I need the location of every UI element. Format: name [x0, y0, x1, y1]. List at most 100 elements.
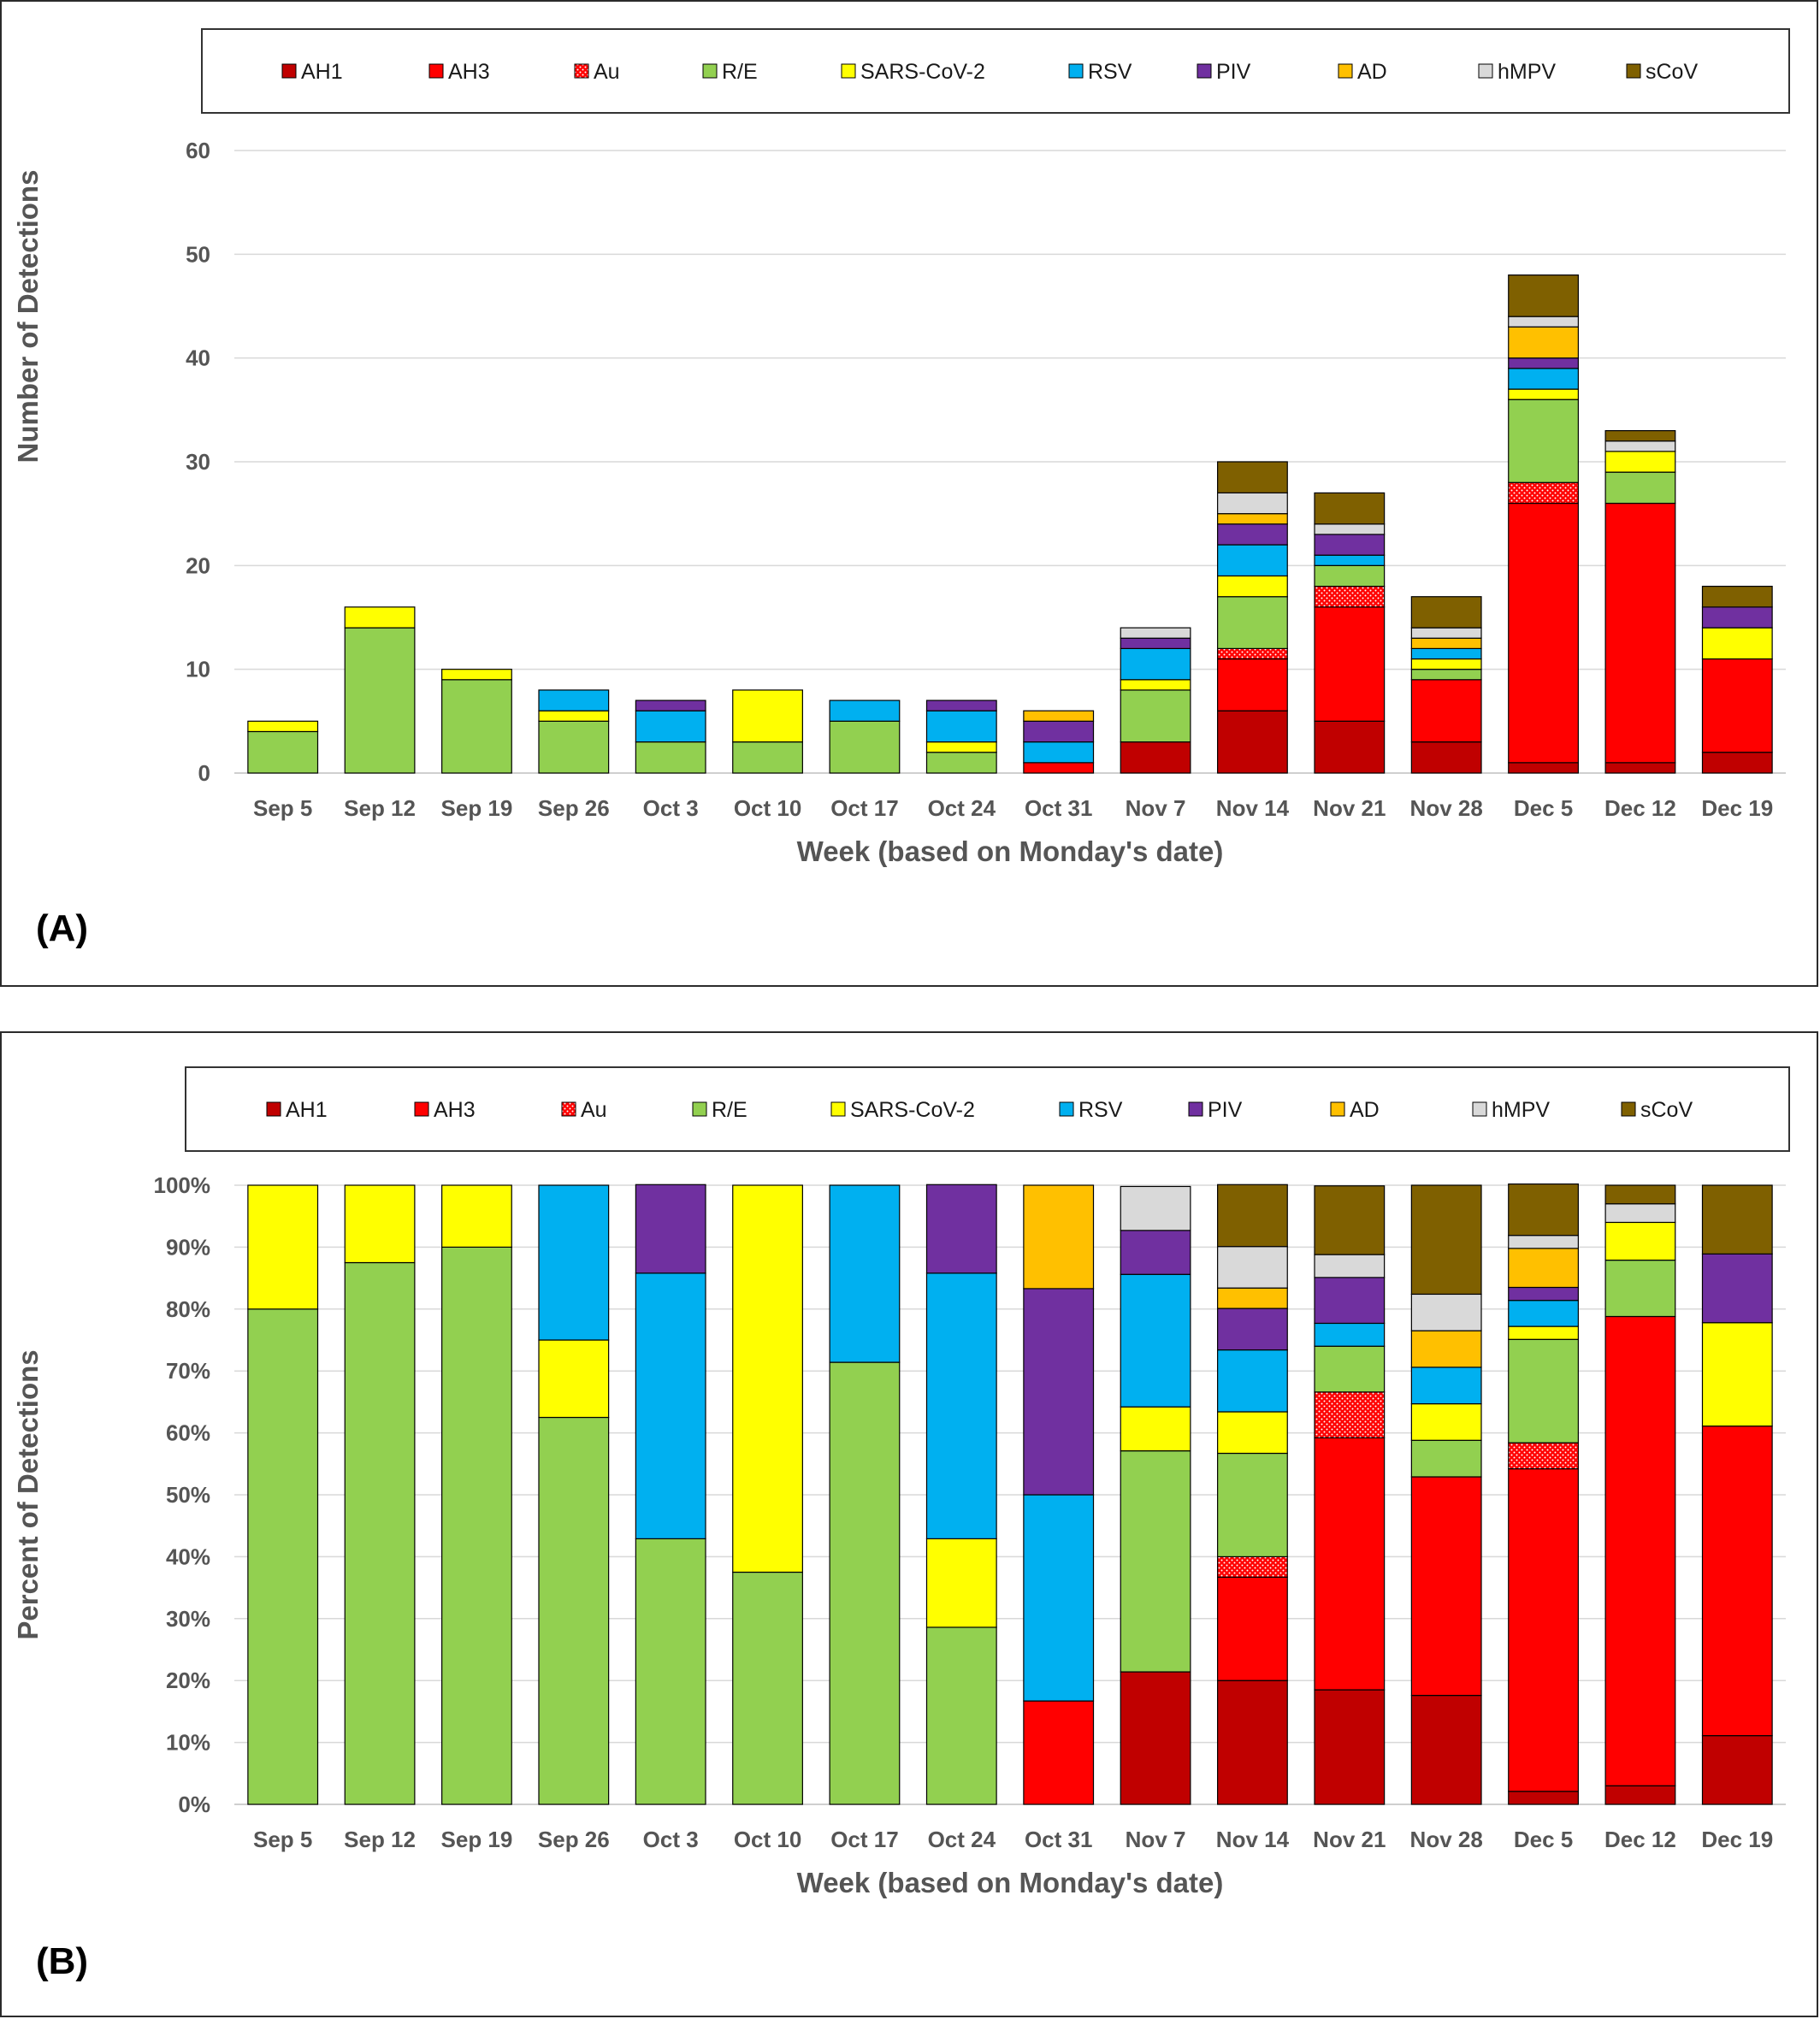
bar-segment-r-e	[829, 1361, 901, 1805]
bar-segment-rsv	[1217, 1349, 1288, 1413]
y-tick-label: 30%	[166, 1606, 210, 1632]
y-tick-label: 50	[186, 241, 210, 267]
bar-segment-r-e	[538, 1416, 610, 1805]
bar-segment-sars-cov-2	[1604, 1221, 1676, 1261]
bar-segment-sars-cov-2	[538, 710, 610, 722]
x-tick-label: Nov 7	[1126, 795, 1186, 821]
bar-segment-scov	[1701, 1184, 1773, 1254]
y-tick-label: 20	[186, 552, 210, 578]
y-tick-label: 10	[186, 657, 210, 682]
bar-segment-scov	[1410, 596, 1482, 629]
legend-label-scov: sCoV	[1640, 1098, 1693, 1122]
bar-segment-ah3	[1314, 606, 1386, 722]
bar-segment-piv	[635, 700, 706, 711]
bar-segment-r-e	[732, 1571, 803, 1805]
y-axis-title: Number of Detections	[12, 170, 44, 463]
legend-swatch-r-e	[702, 63, 718, 79]
x-tick-label: Sep 26	[538, 1827, 610, 1852]
bar-segment-piv	[1314, 1277, 1386, 1325]
x-tick-label: Oct 17	[830, 795, 899, 821]
x-tick-label: Sep 5	[253, 795, 312, 821]
bar-segment-piv	[1701, 1253, 1773, 1324]
bar-segment-ah1	[1314, 720, 1386, 774]
bar-segment-ah1	[1410, 741, 1482, 774]
bar-segment-ah1	[1314, 1689, 1386, 1805]
legend-swatch-ah3	[414, 1101, 429, 1117]
bar-segment-ah3	[1410, 679, 1482, 743]
bar-segment-r-e	[441, 1246, 512, 1805]
bar-segment-ah1	[1120, 1671, 1191, 1805]
bar-segment-ah3	[1023, 1700, 1095, 1805]
bar-segment-r-e	[829, 720, 901, 774]
bar-segment-r-e	[1508, 1338, 1579, 1443]
bar-segment-r-e	[1410, 669, 1482, 681]
bar-segment-hmpv	[1217, 492, 1288, 515]
bar-segment-r-e	[1217, 596, 1288, 650]
bar-segment-rsv	[829, 700, 901, 722]
y-tick-label: 30	[186, 449, 210, 475]
stacked-count-chart: AH1 AH3 Au R/E SARS-CoV-2 RSV PIV AD hMPV sCoV 0 10…	[12, 28, 1790, 949]
bar-segment-au	[1314, 1391, 1386, 1438]
bar-segment-sars-cov-2	[1217, 1411, 1288, 1455]
bar-segment-ad	[1508, 326, 1579, 359]
bar-segment-rsv	[1120, 647, 1191, 681]
bar-segment-ah1	[1120, 741, 1191, 774]
bar-segment-rsv	[1508, 368, 1579, 390]
bar-segment-ah1	[1604, 1785, 1676, 1805]
bar-segment-r-e	[344, 627, 416, 774]
bar-segment-ah1	[1508, 1791, 1579, 1805]
bar-segment-piv	[925, 1184, 997, 1274]
bar-segment-rsv	[538, 1184, 610, 1341]
bar-segment-rsv	[925, 1272, 997, 1540]
bar-segment-ah1	[1604, 762, 1676, 774]
y-axis-title: Percent of Detections	[12, 1349, 44, 1639]
y-tick-label: 50%	[166, 1482, 210, 1508]
bar-segment-ad	[1410, 1330, 1482, 1368]
bar-segment-scov	[1314, 492, 1386, 525]
x-tick-label: Nov 28	[1410, 1827, 1483, 1852]
legend-swatch-ad	[1338, 63, 1353, 79]
bar-segment-ah1	[1217, 710, 1288, 774]
legend-swatch-sars-cov-2	[830, 1101, 846, 1117]
y-tick-label: 10%	[166, 1730, 210, 1756]
bar-segment-sars-cov-2	[538, 1339, 610, 1419]
bar-segment-sars-cov-2	[344, 606, 416, 629]
y-tick-label: 0	[198, 760, 210, 786]
bar-segment-rsv	[1508, 1300, 1579, 1327]
bar-segment-sars-cov-2	[1120, 679, 1191, 691]
x-tick-label: Sep 19	[441, 795, 513, 821]
bar-segment-ah1	[1701, 1735, 1773, 1805]
y-tick-label: 0%	[178, 1792, 210, 1817]
bar-segment-ah3	[1508, 1467, 1579, 1792]
bar-segment-hmpv	[1604, 440, 1676, 452]
bar-segment-sars-cov-2	[732, 689, 803, 743]
x-tick-label: Oct 3	[643, 1827, 699, 1852]
x-tick-label: Oct 31	[1025, 1827, 1093, 1852]
legend-label-piv: PIV	[1208, 1098, 1243, 1122]
bar-segment-hmpv	[1314, 523, 1386, 535]
y-tick-label: 70%	[166, 1358, 210, 1384]
bar-segment-sars-cov-2	[925, 741, 997, 753]
legend-label-au: Au	[581, 1098, 607, 1122]
bar-segment-ah3	[1701, 658, 1773, 753]
bar-segment-hmpv	[1314, 1254, 1386, 1278]
bar-segment-r-e	[1217, 1452, 1288, 1558]
bar-segment-r-e	[1314, 564, 1386, 587]
chart-panel-b: AH1 AH3 Au R/E SARS-CoV-2 RSV PIV AD hMPV sCoV 0% 1…	[0, 1031, 1818, 2017]
bar-segment-rsv	[1217, 544, 1288, 577]
bar-segment-ad	[1508, 1248, 1579, 1289]
bar-segment-ah1	[1217, 1680, 1288, 1805]
bar-segment-scov	[1217, 461, 1288, 494]
y-tick-label: 40%	[166, 1544, 210, 1569]
legend-label-r-e: R/E	[712, 1098, 748, 1122]
bar-segment-piv	[1023, 1288, 1095, 1496]
legend-swatch-r-e	[692, 1101, 707, 1117]
chart-panel-a: AH1 AH3 Au R/E SARS-CoV-2 RSV PIV AD hMPV sCoV 0 10…	[0, 0, 1818, 987]
bar-segment-sars-cov-2	[247, 720, 319, 733]
x-tick-label: Sep 12	[344, 795, 416, 821]
legend-swatch-hmpv	[1478, 63, 1493, 79]
legend-label-sars-cov-2: SARS-CoV-2	[850, 1098, 975, 1122]
bar-segment-r-e	[441, 679, 512, 774]
bar-segment-scov	[1508, 1183, 1579, 1237]
bar-segment-hmpv	[1120, 627, 1191, 639]
